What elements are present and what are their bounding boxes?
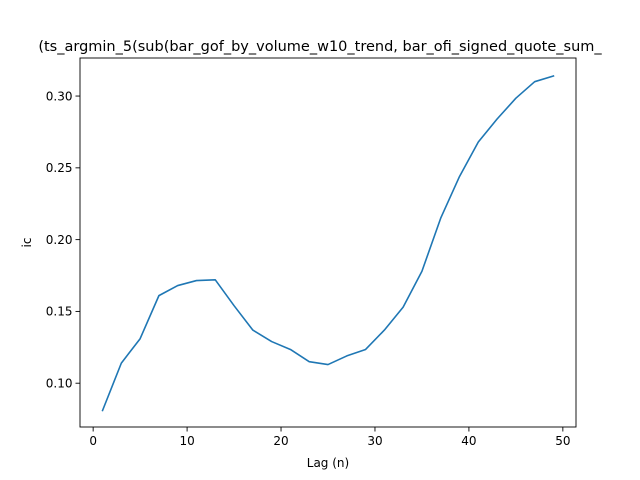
x-tick-label: 30 [367,434,382,448]
x-axis-label: Lag (n) [307,456,349,470]
x-tick-label: 50 [555,434,570,448]
x-tick-label: 10 [179,434,194,448]
chart-title: (ts_argmin_5(sub(bar_gof_by_volume_w10_t… [38,39,602,55]
plot-frame [79,57,577,428]
y-tick-label: 0.25 [46,161,73,175]
x-axis: 0 10 20 30 40 50 [89,427,570,448]
y-tick-label: 0.30 [46,89,73,103]
x-tick-label: 0 [89,434,97,448]
x-tick-label: 40 [461,434,476,448]
x-tick-label: 20 [273,434,288,448]
series-line-0 [101,74,555,412]
y-tick-label: 0.20 [46,233,73,247]
y-axis: 0.10 0.15 0.20 0.25 0.30 [46,89,80,391]
y-axis-label: ic [20,238,34,248]
y-tick-label: 0.10 [46,377,73,391]
plot-area [101,74,555,412]
y-tick-label: 0.15 [46,305,73,319]
